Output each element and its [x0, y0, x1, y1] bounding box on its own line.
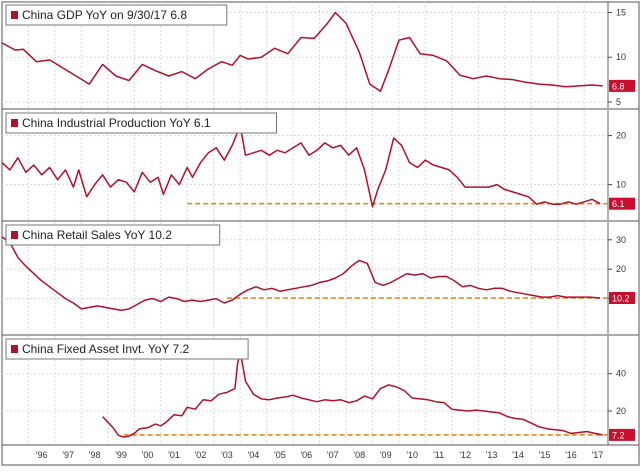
x-tick-label: '16 — [565, 450, 577, 460]
y-tick-label: 20 — [616, 131, 626, 141]
x-tick-label: '98 — [89, 450, 101, 460]
panel-title: China Industrial Production YoY 6.1 — [22, 116, 211, 130]
x-tick-label: '14 — [512, 450, 524, 460]
panel-title-box — [5, 224, 221, 246]
series-line — [1, 236, 601, 312]
last-value-badge — [609, 79, 635, 92]
last-value-badge — [609, 292, 635, 304]
x-tick-label: '11 — [433, 450, 444, 460]
x-tick-label: '15 — [539, 450, 551, 460]
y-tick-label: 40 — [616, 369, 626, 379]
y-tick-label: 5 — [616, 97, 621, 107]
series-line — [1, 11, 603, 93]
x-tick-label: '03 — [221, 450, 233, 460]
legend-swatch — [11, 119, 18, 127]
panel-title-box — [5, 338, 249, 360]
y-tick-label: 10 — [616, 180, 626, 190]
series-line — [102, 350, 603, 438]
panel-title-box — [5, 112, 277, 134]
x-tick-label: '00 — [142, 450, 154, 460]
last-value-label: 10.2 — [612, 294, 630, 304]
y-tick-label: 20 — [616, 264, 626, 274]
panel-title-box — [5, 4, 228, 26]
last-value-badge — [609, 197, 635, 210]
x-tick-label: '99 — [115, 450, 127, 460]
y-tick-label: 10 — [616, 52, 626, 62]
y-tick-label: 30 — [616, 235, 626, 245]
legend-swatch — [11, 11, 18, 19]
panel-title: China GDP YoY on 9/30/17 6.8 — [22, 8, 187, 22]
x-tick-label: '13 — [486, 450, 498, 460]
x-tick-label: '10 — [406, 450, 418, 460]
x-tick-label: '96 — [36, 450, 48, 460]
x-tick-label: '08 — [353, 450, 365, 460]
x-tick-label: '07 — [327, 450, 339, 460]
y-tick-label: 20 — [616, 406, 626, 416]
x-tick-label: '05 — [274, 450, 286, 460]
x-tick-label: '01 — [168, 450, 180, 460]
x-tick-label: '97 — [62, 450, 74, 460]
panel-title: China Retail Sales YoY 10.2 — [22, 228, 172, 242]
y-tick-label: 15 — [616, 7, 626, 17]
last-value-label: 7.2 — [612, 430, 625, 440]
legend-swatch — [11, 231, 18, 239]
last-value-label: 6.8 — [612, 81, 625, 91]
x-tick-label: '06 — [300, 450, 312, 460]
chart-frame — [1, 1, 640, 466]
x-tick-label: '12 — [459, 450, 471, 460]
legend-swatch — [11, 345, 18, 353]
last-value-badge — [609, 428, 635, 441]
x-tick-label: '04 — [248, 450, 260, 460]
x-tick-label: '09 — [380, 450, 392, 460]
x-tick-label: '17 — [592, 450, 604, 460]
last-value-label: 6.1 — [612, 199, 625, 209]
panel-title: China Fixed Asset Invt. YoY 7.2 — [22, 342, 190, 356]
series-line — [1, 125, 601, 208]
x-tick-label: '02 — [195, 450, 207, 460]
